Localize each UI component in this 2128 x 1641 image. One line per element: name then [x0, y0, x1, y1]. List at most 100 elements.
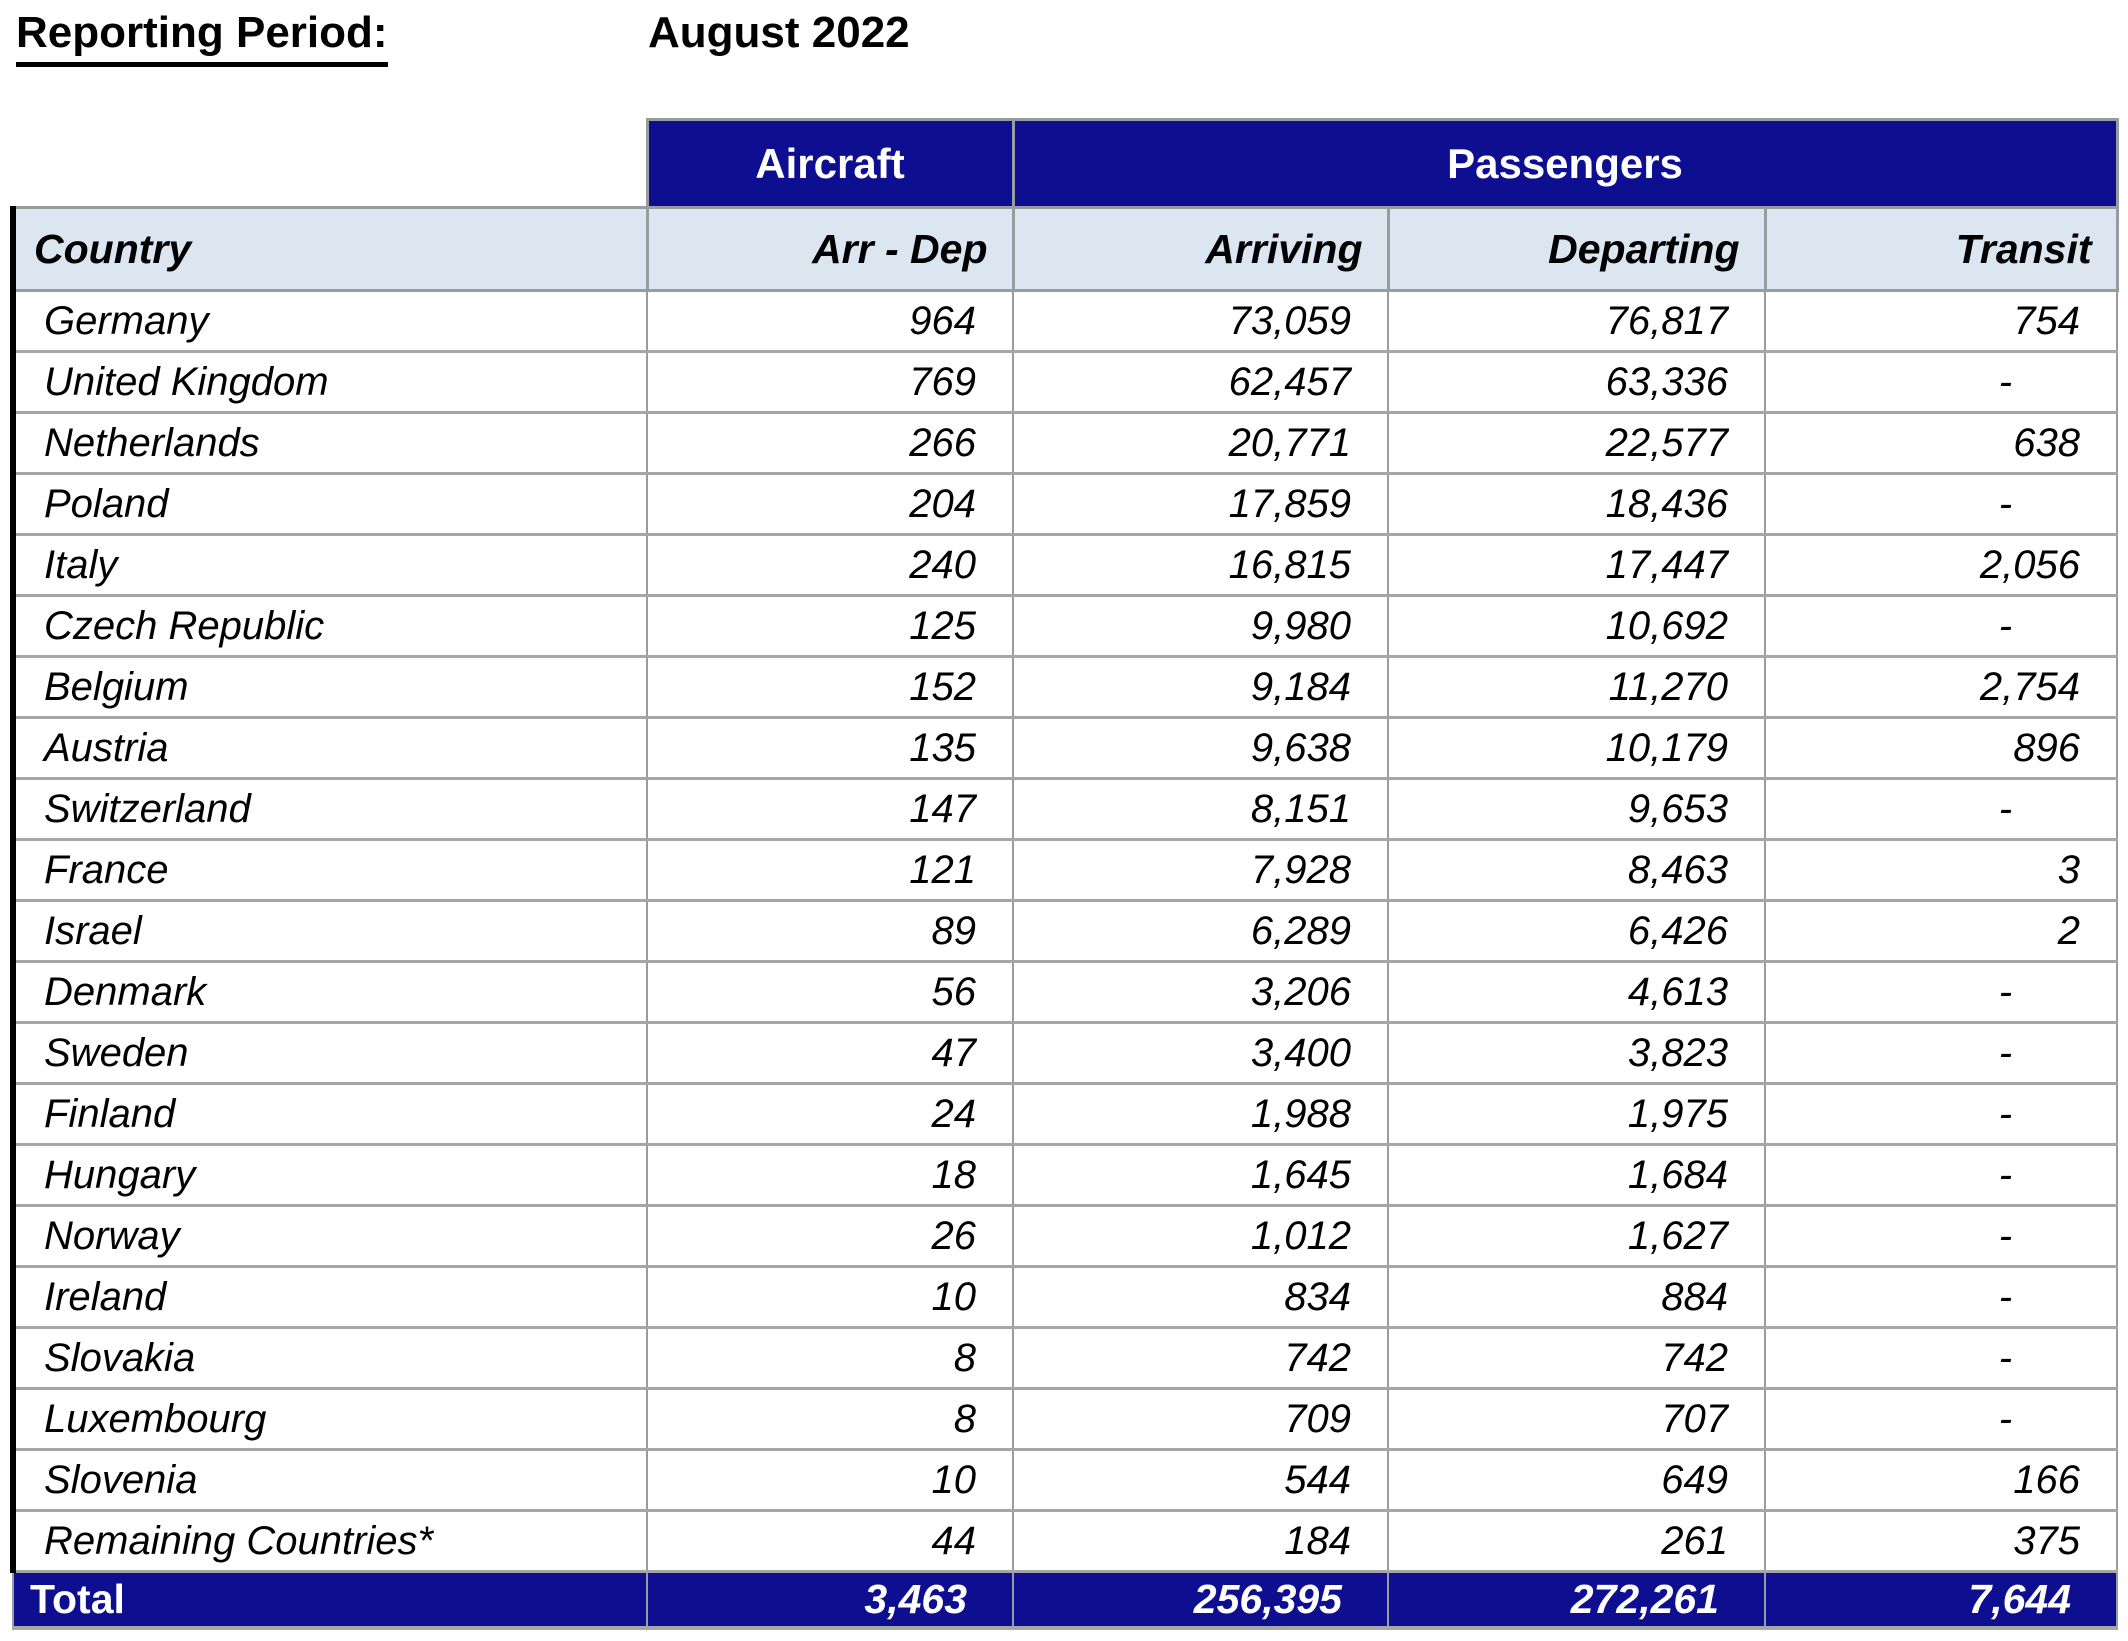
cell-country: Slovenia — [10, 1448, 648, 1512]
cell-transit: - — [1763, 1021, 2119, 1085]
cell-transit: 3 — [1763, 838, 2119, 902]
cell-transit: 166 — [1763, 1448, 2119, 1512]
total-transit: 7,644 — [1763, 1570, 2119, 1630]
cell-transit: - — [1763, 350, 2119, 414]
cell-country: Slovakia — [10, 1326, 648, 1390]
cell-transit: - — [1763, 777, 2119, 841]
column-header-departing: Departing — [1386, 206, 1767, 292]
cell-arriving: 742 — [1012, 1326, 1389, 1390]
group-header-row: Aircraft Passengers — [13, 118, 2119, 209]
cell-departing: 18,436 — [1387, 472, 1766, 536]
cell-aircraft: 240 — [646, 533, 1014, 597]
table-row: Ireland 10 834 884- — [10, 1265, 2119, 1329]
cell-transit: 638 — [1763, 411, 2119, 475]
cell-departing: 9,653 — [1387, 777, 1766, 841]
cell-arriving: 6,289 — [1012, 899, 1389, 963]
cell-transit: - — [1763, 1387, 2119, 1451]
cell-aircraft: 18 — [646, 1143, 1014, 1207]
cell-country: Germany — [10, 289, 648, 353]
cell-transit: 896 — [1763, 716, 2119, 780]
cell-departing: 3,823 — [1387, 1021, 1766, 1085]
cell-transit: 2,056 — [1763, 533, 2119, 597]
cell-aircraft: 26 — [646, 1204, 1014, 1268]
table-row: United Kingdom 769 62,457 63,336- — [10, 350, 2119, 414]
cell-aircraft: 44 — [646, 1509, 1014, 1573]
cell-aircraft: 47 — [646, 1021, 1014, 1085]
cell-country: Hungary — [10, 1143, 648, 1207]
cell-aircraft: 121 — [646, 838, 1014, 902]
cell-aircraft: 152 — [646, 655, 1014, 719]
cell-aircraft: 769 — [646, 350, 1014, 414]
cell-aircraft: 8 — [646, 1387, 1014, 1451]
cell-arriving: 3,206 — [1012, 960, 1389, 1024]
report-period-label: Reporting Period: — [16, 8, 388, 67]
cell-aircraft: 964 — [646, 289, 1014, 353]
cell-transit: - — [1763, 1204, 2119, 1268]
cell-arriving: 16,815 — [1012, 533, 1389, 597]
cell-departing: 6,426 — [1387, 899, 1766, 963]
cell-transit: 2,754 — [1763, 655, 2119, 719]
cell-arriving: 8,151 — [1012, 777, 1389, 841]
cell-arriving: 62,457 — [1012, 350, 1389, 414]
cell-country: Denmark — [10, 960, 648, 1024]
report-period-value: August 2022 — [648, 8, 910, 57]
group-header-aircraft: Aircraft — [645, 118, 1015, 209]
cell-aircraft: 89 — [646, 899, 1014, 963]
cell-departing: 63,336 — [1387, 350, 1766, 414]
table-row: Czech Republic 125 9,980 10,692- — [10, 594, 2119, 658]
cell-aircraft: 8 — [646, 1326, 1014, 1390]
cell-departing: 17,447 — [1387, 533, 1766, 597]
cell-arriving: 7,928 — [1012, 838, 1389, 902]
cell-departing: 1,684 — [1387, 1143, 1766, 1207]
cell-departing: 4,613 — [1387, 960, 1766, 1024]
cell-country: Luxembourg — [10, 1387, 648, 1451]
cell-arriving: 73,059 — [1012, 289, 1389, 353]
table-row: Switzerland 147 8,151 9,653- — [10, 777, 2119, 841]
cell-transit: - — [1763, 1326, 2119, 1390]
cell-departing: 8,463 — [1387, 838, 1766, 902]
cell-departing: 10,692 — [1387, 594, 1766, 658]
cell-departing: 261 — [1387, 1509, 1766, 1573]
cell-country: Italy — [10, 533, 648, 597]
cell-aircraft: 204 — [646, 472, 1014, 536]
cell-transit: - — [1763, 960, 2119, 1024]
cell-country: Poland — [10, 472, 648, 536]
cell-departing: 10,179 — [1387, 716, 1766, 780]
cell-transit: - — [1763, 472, 2119, 536]
total-aircraft: 3,463 — [646, 1570, 1014, 1630]
group-header-passengers: Passengers — [1011, 118, 2119, 209]
cell-aircraft: 135 — [646, 716, 1014, 780]
table-row: Hungary 18 1,645 1,684- — [10, 1143, 2119, 1207]
column-header-arriving: Arriving — [1011, 206, 1390, 292]
cell-country: Switzerland — [10, 777, 648, 841]
total-arriving: 256,395 — [1012, 1570, 1389, 1630]
cell-aircraft: 266 — [646, 411, 1014, 475]
table-row: Norway 26 1,012 1,627- — [10, 1204, 2119, 1268]
table-row: Israel 89 6,289 6,426 2 — [10, 899, 2119, 963]
cell-country: Sweden — [10, 1021, 648, 1085]
table-row: Slovakia 8 742 742- — [10, 1326, 2119, 1390]
cell-arriving: 9,980 — [1012, 594, 1389, 658]
total-departing: 272,261 — [1387, 1570, 1766, 1630]
cell-departing: 1,627 — [1387, 1204, 1766, 1268]
cell-arriving: 17,859 — [1012, 472, 1389, 536]
cell-aircraft: 147 — [646, 777, 1014, 841]
column-header-row: Country Arr - Dep Arriving Departing Tra… — [10, 206, 2119, 292]
spacer-cell — [13, 119, 647, 208]
table-row: Austria 135 9,638 10,179 896 — [10, 716, 2119, 780]
cell-departing: 649 — [1387, 1448, 1766, 1512]
table-row: Denmark 56 3,206 4,613- — [10, 960, 2119, 1024]
total-label: Total — [12, 1570, 648, 1630]
cell-transit: 2 — [1763, 899, 2119, 963]
cell-departing: 11,270 — [1387, 655, 1766, 719]
cell-country: Ireland — [10, 1265, 648, 1329]
cell-transit: 375 — [1763, 1509, 2119, 1573]
cell-departing: 707 — [1387, 1387, 1766, 1451]
table-row: Luxembourg 8 709 707- — [10, 1387, 2119, 1451]
table-row: Poland 204 17,859 18,436- — [10, 472, 2119, 536]
cell-departing: 884 — [1387, 1265, 1766, 1329]
table-body: Germany 964 73,059 76,817 754 United Kingdom 7… — [10, 289, 2119, 1573]
table-row: Italy 240 16,815 17,447 2,056 — [10, 533, 2119, 597]
cell-arriving: 3,400 — [1012, 1021, 1389, 1085]
table-row: Netherlands 266 20,771 22,577 638 — [10, 411, 2119, 475]
